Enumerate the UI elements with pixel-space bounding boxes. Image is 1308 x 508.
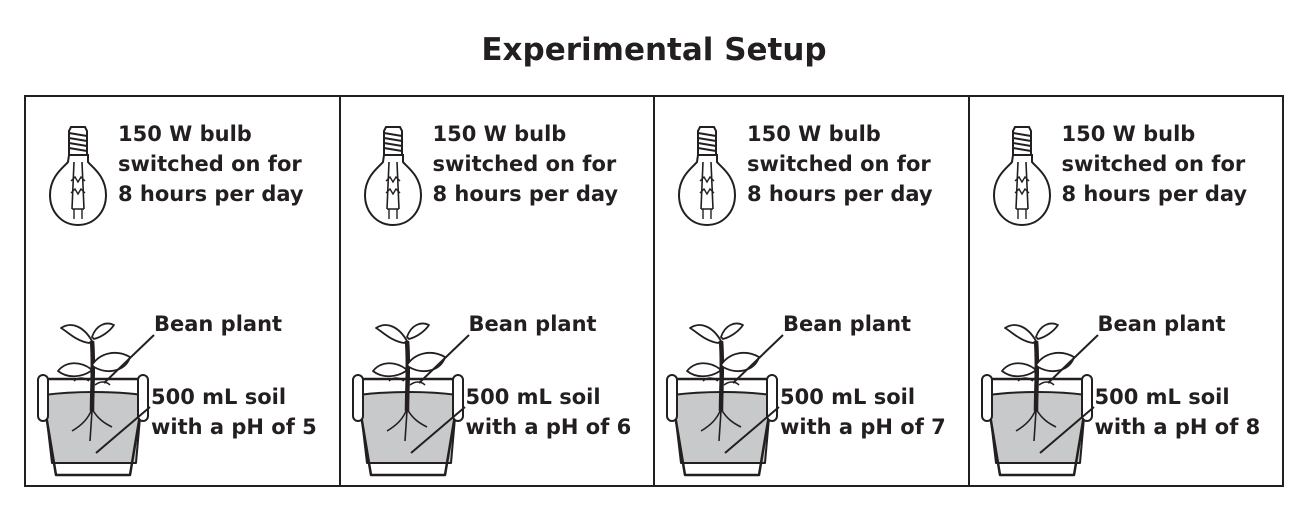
soil-description: 500 mL soil with a pH of 5 [151,385,317,439]
bean-plant-label: Bean plant [154,312,283,336]
experiment-panel-4: 150 W bulb switched on for 8 hours per d… [967,97,1283,485]
light-bulb-icon [677,126,737,227]
experiment-panel-3: 150 W bulb switched on for 8 hours per d… [653,97,968,485]
bulb-description: 150 W bulb switched on for 8 hours per d… [747,122,933,206]
soil-description: 500 mL soil with a pH of 7 [780,385,946,439]
light-bulb-icon [48,126,108,227]
bean-plant-label: Bean plant [783,312,912,336]
experiment-panel-1: 150 W bulb switched on for 8 hours per d… [26,97,339,485]
light-bulb-icon [992,126,1051,227]
experiment-frame: 150 W bulb switched on for 8 hours per d… [24,95,1284,487]
diagram-title: Experimental Setup [481,32,827,68]
potted-bean-plant-icon [666,322,778,477]
soil-description: 500 mL soil with a pH of 8 [1094,385,1261,439]
potted-bean-plant-icon [980,322,1093,477]
bean-plant-label: Bean plant [468,312,597,336]
bean-plant-label: Bean plant [1097,312,1226,336]
bulb-description: 150 W bulb switched on for 8 hours per d… [432,122,619,206]
experiment-panel-2: 150 W bulb switched on for 8 hours per d… [338,97,654,485]
potted-bean-plant-icon [37,322,149,477]
bulb-description: 150 W bulb switched on for 8 hours per d… [118,122,304,206]
potted-bean-plant-icon [351,322,464,477]
light-bulb-icon [363,126,422,227]
bulb-description: 150 W bulb switched on for 8 hours per d… [1061,122,1248,206]
soil-description: 500 mL soil with a pH of 6 [465,385,632,439]
